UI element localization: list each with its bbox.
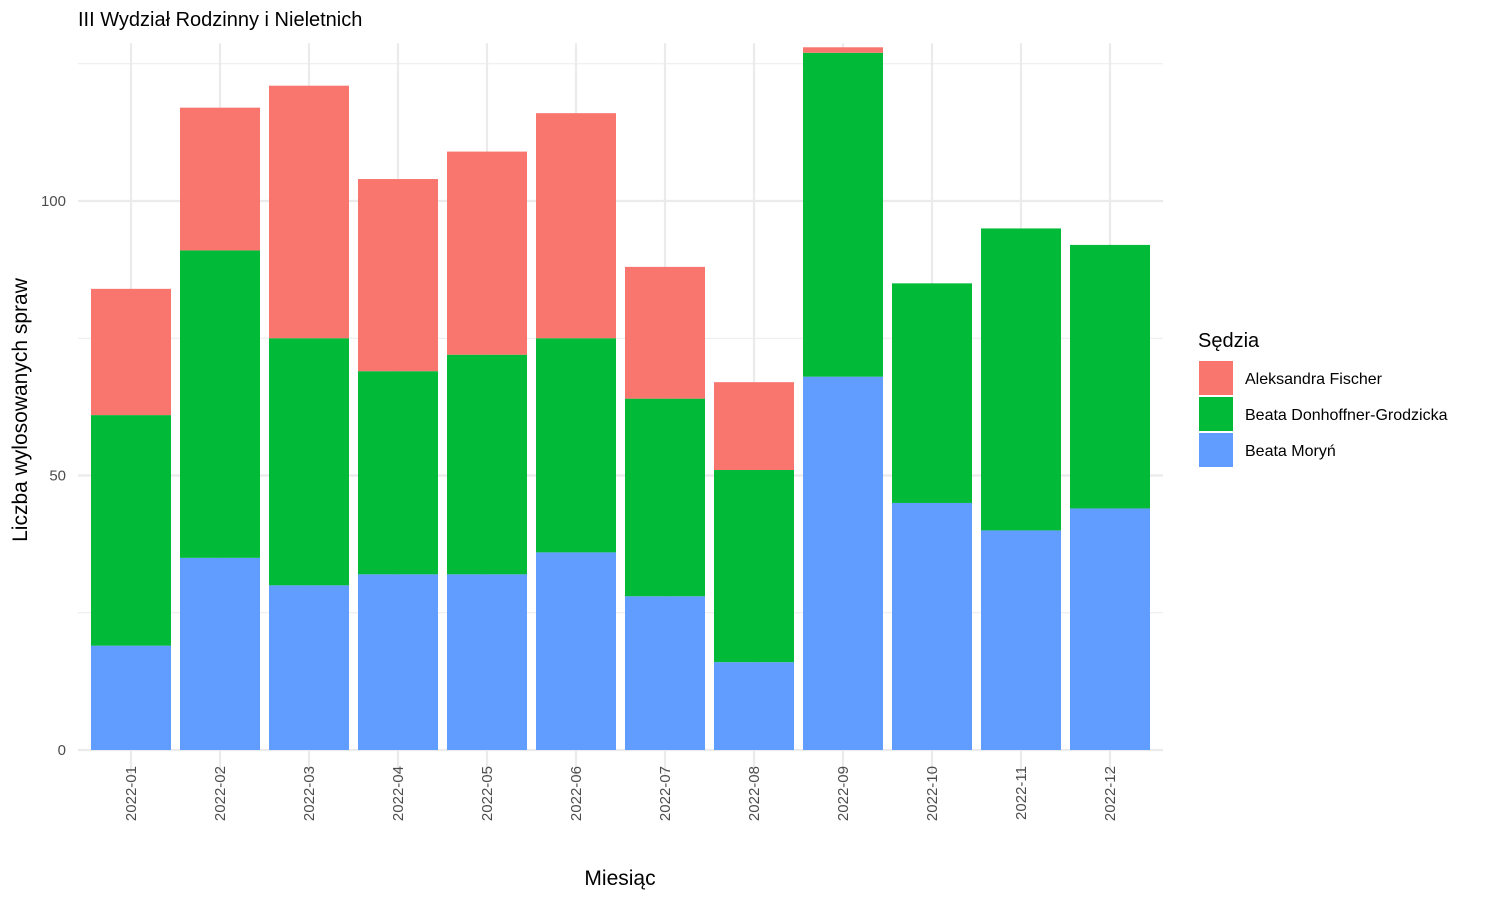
y-tick-label: 0 <box>58 742 66 759</box>
x-tick-label: 2022-01 <box>123 766 140 821</box>
bar-segment <box>803 376 883 750</box>
legend: Sędzia Aleksandra Fischer Beata Donhoffne… <box>1198 330 1448 467</box>
bar-segment <box>358 371 438 575</box>
bar-segment <box>714 470 794 663</box>
bar-segment <box>269 85 349 339</box>
x-tick-label: 2022-04 <box>390 766 407 821</box>
bar-segment <box>358 179 438 372</box>
chart-title: III Wydział Rodzinny i Nieletnich <box>78 9 362 31</box>
x-tick-label: 2022-12 <box>1102 766 1119 821</box>
bar-segment <box>180 107 260 251</box>
x-tick-label: 2022-07 <box>657 766 674 821</box>
x-tick-label: 2022-02 <box>212 766 229 821</box>
legend-key <box>1199 397 1233 431</box>
x-tick-label: 2022-08 <box>746 766 763 821</box>
legend-key <box>1199 433 1233 467</box>
bar-segment <box>803 52 883 377</box>
bar-segment <box>447 574 527 750</box>
bar-segment <box>1070 244 1150 509</box>
bar-segment <box>892 283 972 503</box>
bar-segment <box>180 250 260 558</box>
bar-segment <box>447 151 527 355</box>
bar-segment <box>625 398 705 597</box>
x-axis-ticks: 2022-01 2022-02 2022-03 2022-04 2022-05 2022-… <box>123 766 1119 821</box>
legend-key <box>1199 361 1233 395</box>
y-axis-title: Liczba wylosowanych spraw <box>9 277 32 542</box>
bar-segment <box>625 266 705 399</box>
x-tick-label: 2022-06 <box>568 766 585 821</box>
bar-segment <box>91 415 171 646</box>
y-tick-label: 50 <box>49 468 66 485</box>
bar-segment <box>536 338 616 553</box>
bar-segment <box>714 662 794 750</box>
bar-segment <box>803 47 883 53</box>
legend-label: Aleksandra Fischer <box>1245 371 1383 388</box>
bars <box>91 47 1150 750</box>
bar-segment <box>269 585 349 750</box>
bar-segment <box>981 530 1061 750</box>
y-axis-ticks: 0 50 100 <box>41 193 66 759</box>
x-tick-label: 2022-10 <box>924 766 941 821</box>
x-tick-label: 2022-05 <box>479 766 496 821</box>
bar-segment <box>892 502 972 750</box>
bar-segment <box>714 382 794 471</box>
legend-title: Sędzia <box>1198 330 1260 352</box>
legend-label: Beata Moryń <box>1245 443 1336 460</box>
bar-segment <box>269 338 349 586</box>
bar-segment <box>536 552 616 750</box>
bar-segment <box>91 288 171 416</box>
x-tick-label: 2022-03 <box>301 766 318 821</box>
y-tick-label: 100 <box>41 193 66 210</box>
legend-label: Beata Donhoffner-Grodzicka <box>1245 407 1448 424</box>
bar-segment <box>1070 508 1150 750</box>
bar-segment <box>447 354 527 575</box>
bar-segment <box>536 113 616 339</box>
x-axis-title: Miesiąc <box>584 867 655 890</box>
bar-segment <box>625 596 705 750</box>
bar-segment <box>358 574 438 750</box>
bar-segment <box>180 557 260 750</box>
x-tick-label: 2022-09 <box>835 766 852 821</box>
bar-segment <box>981 228 1061 531</box>
x-tick-label: 2022-11 <box>1013 766 1030 820</box>
bar-segment <box>91 645 171 750</box>
